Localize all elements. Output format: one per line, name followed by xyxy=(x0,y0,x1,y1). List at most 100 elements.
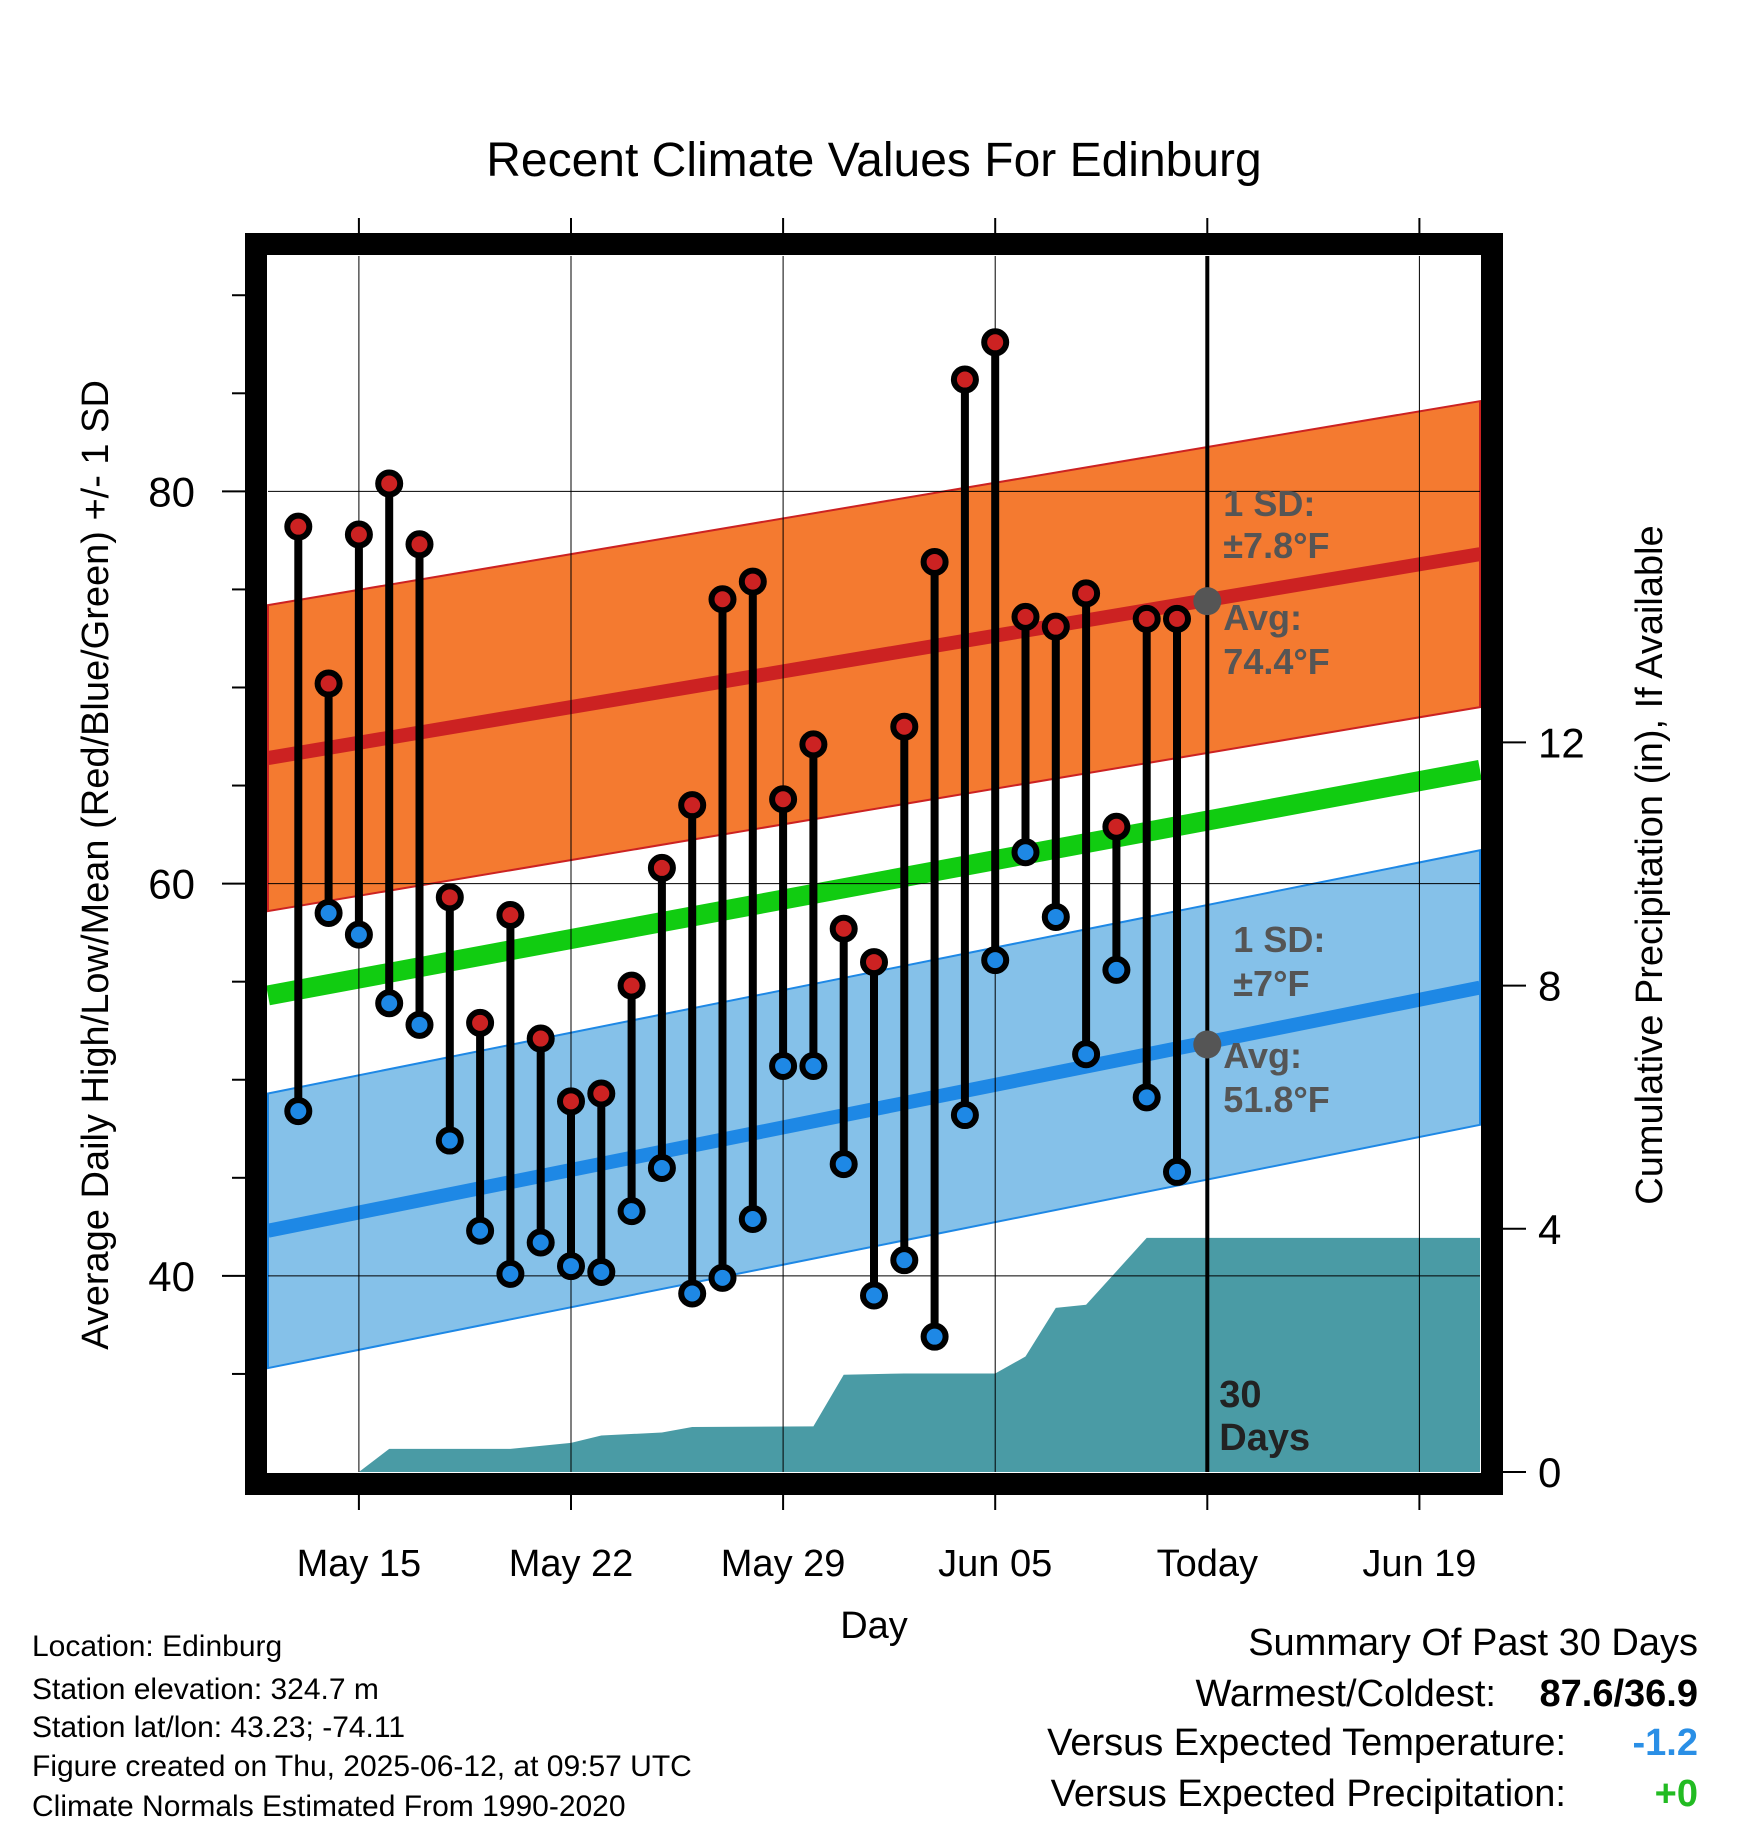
x-tick-label: May 29 xyxy=(721,1543,846,1585)
low-temp-point xyxy=(678,1279,707,1308)
low-temp-point xyxy=(950,1101,979,1130)
high-temp-point xyxy=(375,469,404,498)
low-average-value: 51.8°F xyxy=(1223,1079,1329,1120)
high-temp-point xyxy=(829,914,858,943)
precipitation-area xyxy=(268,1237,1480,1472)
y-tick-label: 40 xyxy=(148,1253,195,1300)
high-temp-point xyxy=(526,1024,555,1053)
y-axis-label: Average Daily High/Low/Mean (Red/Blue/Gr… xyxy=(75,380,117,1350)
high-temp-point xyxy=(1072,579,1101,608)
created-text: Figure created on Thu, 2025-06-12, at 09… xyxy=(32,1750,692,1783)
high-temp-point xyxy=(1163,604,1191,633)
high-temp-point xyxy=(799,730,828,759)
y-tick-label: 60 xyxy=(148,861,195,908)
high-average-label: Avg: xyxy=(1223,597,1302,638)
low-temp-point xyxy=(860,1281,888,1310)
low-temp-point xyxy=(920,1322,949,1351)
high-temp-point xyxy=(587,1079,616,1108)
low-temp-point xyxy=(890,1246,919,1275)
low-temp-point xyxy=(1011,838,1040,867)
low-temp-point xyxy=(557,1252,585,1281)
high-temp-point xyxy=(1011,602,1040,631)
low-temp-point xyxy=(1041,902,1070,931)
low-temp-point xyxy=(738,1204,767,1233)
low-temp-point xyxy=(344,920,373,949)
y2-tick-label: 12 xyxy=(1538,719,1585,766)
precipitation-delta-value: +0 xyxy=(1654,1773,1698,1815)
high-temp-point xyxy=(1132,604,1161,633)
y-tick-label: 80 xyxy=(148,468,195,515)
low-temp-point xyxy=(405,1010,434,1039)
high-temp-point xyxy=(617,971,646,1000)
today-days-label: 30 xyxy=(1219,1374,1261,1416)
high-temp-point xyxy=(890,712,919,741)
low-sd-value: ±7°F xyxy=(1233,963,1309,1004)
summary-title: Summary Of Past 30 Days xyxy=(1248,1622,1698,1664)
high-average-value: 74.4°F xyxy=(1223,641,1329,682)
low-temp-point xyxy=(1163,1157,1191,1186)
high-temp-point xyxy=(344,520,373,549)
y2-tick-label: 4 xyxy=(1538,1206,1561,1253)
high-temp-point xyxy=(738,567,767,596)
low-temp-point xyxy=(1102,955,1131,984)
low-temp-point xyxy=(435,1126,464,1155)
high-average-marker xyxy=(1193,587,1222,616)
low-temp-point xyxy=(708,1263,737,1292)
y2-tick-label: 0 xyxy=(1538,1449,1561,1496)
elevation-text: Station elevation: 324.7 m xyxy=(32,1673,379,1706)
y2-tick-label: 8 xyxy=(1538,963,1561,1010)
high-temp-point xyxy=(1041,612,1070,641)
x-tick-label: May 22 xyxy=(509,1543,634,1585)
latlon-text: Station lat/lon: 43.23; -74.11 xyxy=(32,1711,406,1744)
high-temp-point xyxy=(860,948,888,977)
high-temp-point xyxy=(981,328,1010,357)
mean-average-line xyxy=(266,760,1482,1006)
low-temp-point xyxy=(1072,1040,1101,1069)
high-temp-point xyxy=(950,365,979,394)
high-temp-point xyxy=(708,585,737,614)
low-sd-label: 1 SD: xyxy=(1233,919,1325,960)
high-temp-point xyxy=(284,512,313,541)
high-sd-label: 1 SD: xyxy=(1223,483,1315,524)
x-tick-label: May 15 xyxy=(297,1543,422,1585)
x-tick-label: Jun 19 xyxy=(1362,1543,1476,1585)
low-temp-point xyxy=(829,1150,858,1179)
low-temp-point xyxy=(526,1228,555,1257)
plot-frame xyxy=(245,233,1503,1495)
warmest-coldest-value: 87.6/36.9 xyxy=(1539,1673,1698,1715)
low-average-label: Avg: xyxy=(1223,1035,1302,1076)
precipitation-delta-label: Versus Expected Precipitation: xyxy=(1050,1773,1566,1815)
high-temp-point xyxy=(496,900,525,929)
low-temp-point xyxy=(617,1197,646,1226)
high-temp-point xyxy=(405,530,434,559)
x-axis-label: Day xyxy=(840,1605,908,1647)
x-tick-label: Today xyxy=(1157,1543,1258,1585)
chart-title: Recent Climate Values For Edinburg xyxy=(486,134,1261,187)
low-temp-point xyxy=(799,1052,828,1081)
high-average-line xyxy=(266,547,1482,765)
low-average-marker xyxy=(1193,1030,1222,1059)
low-temp-point xyxy=(1132,1083,1161,1112)
low-temp-point xyxy=(284,1097,313,1126)
high-sd-value: ±7.8°F xyxy=(1223,525,1329,566)
high-temp-point xyxy=(314,669,343,698)
high-temp-point xyxy=(1102,812,1131,841)
low-temp-point xyxy=(587,1257,616,1286)
low-temp-point xyxy=(314,899,343,928)
high-temp-point xyxy=(920,547,949,576)
high-temp-point xyxy=(769,785,798,814)
low-temp-point xyxy=(981,946,1010,975)
high-temp-point xyxy=(435,883,464,912)
low-temp-point xyxy=(647,1154,676,1182)
high-temp-point xyxy=(557,1087,585,1116)
temperature-delta-label: Versus Expected Temperature: xyxy=(1047,1722,1566,1764)
warmest-coldest-label: Warmest/Coldest: xyxy=(1195,1673,1496,1715)
y2-axis-label: Cumulative Precipitation (in), If Availa… xyxy=(1629,525,1671,1204)
x-tick-label: Jun 05 xyxy=(938,1543,1052,1585)
high-temp-point xyxy=(466,1008,495,1037)
low-temp-point xyxy=(496,1259,525,1288)
low-temp-point xyxy=(466,1216,495,1245)
location-text: Location: Edinburg xyxy=(32,1630,283,1663)
normals-source-text: Climate Normals Estimated From 1990-2020 xyxy=(32,1790,626,1823)
